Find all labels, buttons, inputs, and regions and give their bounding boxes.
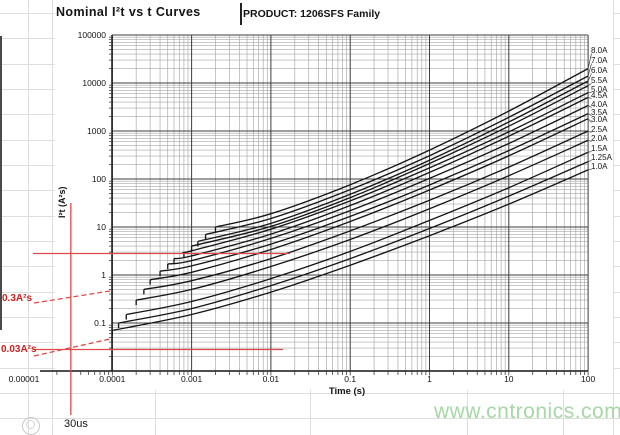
y-tick-label: 100000	[77, 29, 106, 40]
legend-label-5.0A: 5.0A	[591, 84, 608, 94]
legend-label-5.5A: 5.5A	[591, 75, 608, 85]
legend-label-1.5A: 1.5A	[591, 143, 608, 153]
x-tick-label: 0.1	[344, 374, 357, 384]
y-tick-label: 100	[91, 173, 106, 184]
sheet-column-line	[28, 0, 29, 435]
i2t-curve-4.5A	[173, 96, 589, 260]
x-tick-label: 1	[427, 374, 432, 384]
legend-label-4.5A: 4.5A	[591, 90, 608, 100]
x-tick-label: 0.01	[262, 374, 280, 384]
y-axis-title: I²t (A²s)	[57, 186, 67, 219]
i2t-upper-annotation-label: 0.3A²s	[2, 293, 33, 304]
legend-label-2.0A: 2.0A	[591, 133, 608, 143]
sheet-column-line	[52, 0, 53, 435]
i2t-curve-1.0A	[112, 169, 589, 332]
y-tick-label: 10000	[82, 77, 106, 88]
y-tick-label: 1	[101, 269, 106, 280]
legend-label-4.0A: 4.0A	[591, 99, 608, 109]
adjacent-chart-edge	[0, 36, 2, 330]
legend-label-7.0A: 7.0A	[591, 55, 608, 65]
y-tick-label: 10	[96, 221, 106, 232]
x-tick-label: 10	[504, 374, 514, 384]
legend-label-3.5A: 3.5A	[591, 107, 608, 117]
i2t-curve-5.0A	[182, 91, 589, 254]
i2t-curve-3.0A	[149, 118, 589, 281]
i2t-curve-3.5A	[159, 112, 589, 272]
text-cursor	[240, 3, 242, 25]
i2t-curve-2.0A	[136, 139, 589, 301]
y-tick-label: 1000	[87, 125, 106, 136]
sheet-column-line	[613, 0, 614, 435]
legend-label-8.0A: 8.0A	[591, 45, 608, 55]
x-tick-label: 0.0001	[99, 374, 126, 384]
i2t-curve-1.25A	[118, 160, 589, 324]
i2t-curve-5.5A	[191, 85, 589, 247]
legend-label-1.0A: 1.0A	[591, 161, 608, 171]
x-axis-title: Time (s)	[328, 386, 366, 397]
legend-label-1.25A: 1.25A	[591, 152, 612, 162]
x-tick-label: 0.001	[180, 374, 203, 384]
i2t-curve-2.5A	[143, 130, 589, 291]
time-marker-label: 30us	[64, 418, 88, 430]
y-tick-label: 0.1	[94, 317, 106, 328]
x-tick-label: 100	[581, 374, 596, 384]
x-tick-label: 0.00001	[8, 374, 40, 384]
i2t-curve-8.0A	[215, 68, 589, 228]
i2t-curve-1.5A	[126, 151, 589, 316]
legend-label-6.0A: 6.0A	[591, 65, 608, 75]
legend-label-2.5A: 2.5A	[591, 124, 608, 134]
i2t-curve-4.0A	[167, 104, 589, 265]
chart-title: Nominal I²t vs t Curves	[56, 5, 201, 19]
watermark-logo-icon	[22, 417, 40, 435]
watermark-text: www.cntronics.com	[434, 400, 620, 423]
legend-label-3.0A: 3.0A	[591, 114, 608, 124]
i2t-curve-7.0A	[205, 75, 589, 236]
product-label: PRODUCT: 1206SFS Family	[243, 8, 381, 20]
i2t-lower-annotation-label: 0.03A²s	[1, 344, 37, 355]
i2t-curve-6.0A	[197, 80, 589, 243]
